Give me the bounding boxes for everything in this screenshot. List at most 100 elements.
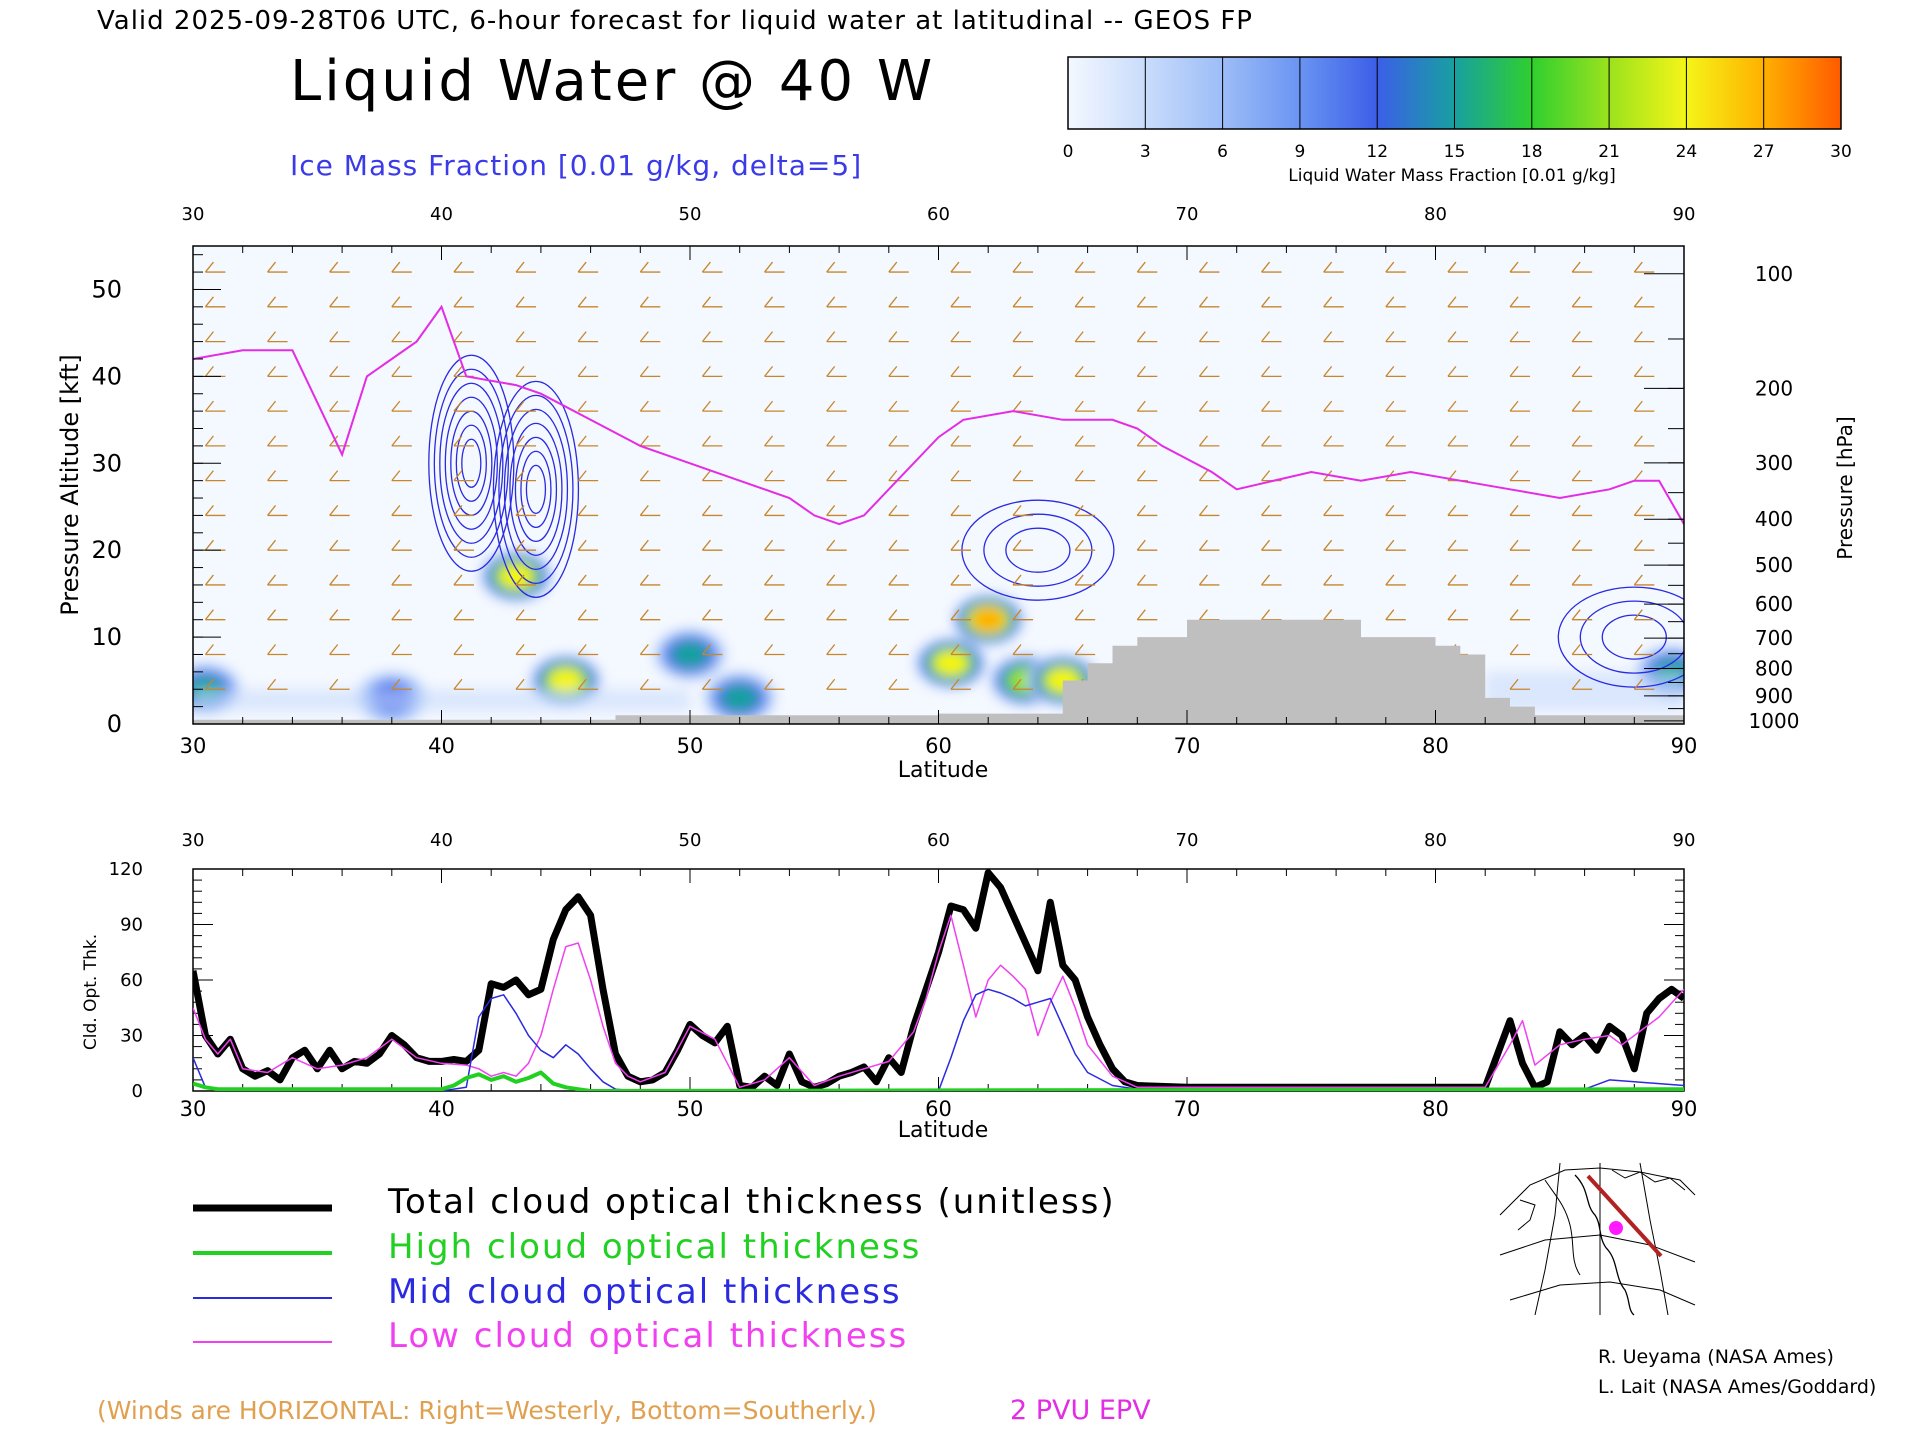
- x-tick-label: 50: [677, 734, 704, 758]
- wind-barb: [453, 470, 474, 482]
- wind-barb: [888, 644, 909, 656]
- wind-barb: [701, 261, 723, 273]
- wind-barb: [329, 400, 350, 412]
- wind-barb: [701, 435, 723, 447]
- wind-barb: [577, 609, 599, 621]
- wind-barb: [1074, 574, 1096, 586]
- wind-barb: [826, 261, 847, 273]
- wind-barb: [329, 331, 350, 343]
- wind-barb: [1571, 296, 1593, 308]
- wind-barb: [391, 539, 412, 551]
- wind-barb: [1136, 296, 1158, 308]
- wind-barb: [1012, 644, 1034, 656]
- wind-barb: [1012, 261, 1034, 273]
- legend-label-low: Low cloud optical thickness: [388, 1316, 908, 1356]
- pressure-tick-label: 100: [1755, 262, 1793, 286]
- x-tick-label: 40: [428, 1097, 455, 1121]
- wind-barb: [1074, 400, 1096, 412]
- wind-barb: [826, 365, 847, 378]
- wind-barb: [391, 609, 412, 621]
- wind-barb: [826, 331, 847, 343]
- wind-barb: [391, 365, 412, 378]
- low-cloud-band: [1485, 671, 1684, 711]
- y-tick-label: 0: [107, 710, 122, 738]
- wind-barb: [1571, 609, 1593, 621]
- wind-barb: [1323, 296, 1344, 308]
- wind-barb: [1198, 296, 1220, 308]
- y-tick-label: 90: [120, 915, 143, 936]
- wind-barb: [701, 505, 723, 517]
- winds-note: (Winds are HORIZONTAL: Right=Westerly, B…: [97, 1396, 877, 1425]
- x-tick-label: 90: [1671, 734, 1698, 758]
- wind-barb: [1074, 505, 1096, 517]
- wind-barb: [329, 470, 350, 482]
- wind-barb: [1136, 365, 1158, 378]
- wind-barb: [1136, 400, 1158, 412]
- wind-barb: [1385, 365, 1406, 378]
- wind-barb: [267, 539, 288, 551]
- wind-barb: [639, 470, 661, 482]
- wind-barb: [950, 574, 971, 586]
- ice-contour: [1579, 600, 1684, 674]
- wind-barb: [267, 365, 288, 378]
- y-tick-label: 60: [120, 970, 143, 991]
- wind-barbs: [204, 261, 1655, 690]
- wind-barb: [204, 331, 226, 343]
- wind-barb: [204, 470, 226, 482]
- wind-barb: [267, 644, 288, 656]
- wind-barb: [577, 261, 599, 273]
- wind-barb: [1633, 678, 1655, 690]
- ice-contour: [498, 394, 574, 584]
- wind-barb: [329, 365, 350, 378]
- ice-contour: [514, 436, 558, 542]
- wind-barb: [1571, 435, 1593, 447]
- wind-barb: [1198, 261, 1220, 273]
- wind-barb: [1198, 400, 1220, 412]
- wind-barb: [329, 609, 350, 621]
- wind-barb: [1074, 296, 1096, 308]
- x-tick-label: 30: [180, 1097, 207, 1121]
- pressure-tick-label: 200: [1755, 376, 1793, 400]
- wind-barb: [1633, 261, 1655, 273]
- x-tick-label: 80: [1422, 1097, 1449, 1121]
- wind-barb: [701, 365, 723, 378]
- wind-barb: [639, 574, 661, 586]
- wind-barb: [826, 296, 847, 308]
- wind-barb: [329, 505, 350, 517]
- wind-barb: [204, 609, 226, 621]
- wind-barb: [950, 261, 971, 273]
- wind-barb: [1447, 539, 1468, 551]
- wind-barb: [1074, 644, 1096, 656]
- wind-barb: [577, 644, 599, 656]
- x-tick-label-top: 70: [1176, 204, 1199, 225]
- colorbar-tick-label: 15: [1444, 142, 1466, 162]
- wind-barb: [1509, 470, 1531, 482]
- wind-barb: [701, 609, 723, 621]
- wind-barb: [453, 400, 474, 412]
- wind-barb: [1012, 609, 1034, 621]
- wind-barb: [1012, 365, 1034, 378]
- x-tick-label-top: 30: [182, 830, 205, 851]
- wind-barb: [453, 261, 474, 273]
- wind-barb: [1074, 435, 1096, 447]
- wind-barb: [267, 678, 288, 690]
- wind-barb: [391, 261, 412, 273]
- wind-barb: [888, 296, 909, 308]
- colorbar-tick-label: 0: [1063, 142, 1074, 162]
- wind-barb: [1385, 296, 1406, 308]
- wind-barb: [1261, 400, 1282, 412]
- wind-barb: [1447, 261, 1468, 273]
- x-tick-label-top: 60: [927, 204, 950, 225]
- wind-barb: [391, 505, 412, 517]
- wind-barb: [1198, 435, 1220, 447]
- wind-barb: [577, 505, 599, 517]
- wind-barb: [515, 261, 537, 273]
- wind-barb: [204, 644, 226, 656]
- wind-barb: [1012, 539, 1034, 551]
- wind-barb: [701, 678, 723, 690]
- wind-barb: [1261, 365, 1282, 378]
- wind-barb: [764, 365, 785, 378]
- x-tick-label-top: 90: [1673, 830, 1696, 851]
- pressure-tick-label: 900: [1755, 684, 1793, 708]
- wind-barb: [764, 678, 785, 690]
